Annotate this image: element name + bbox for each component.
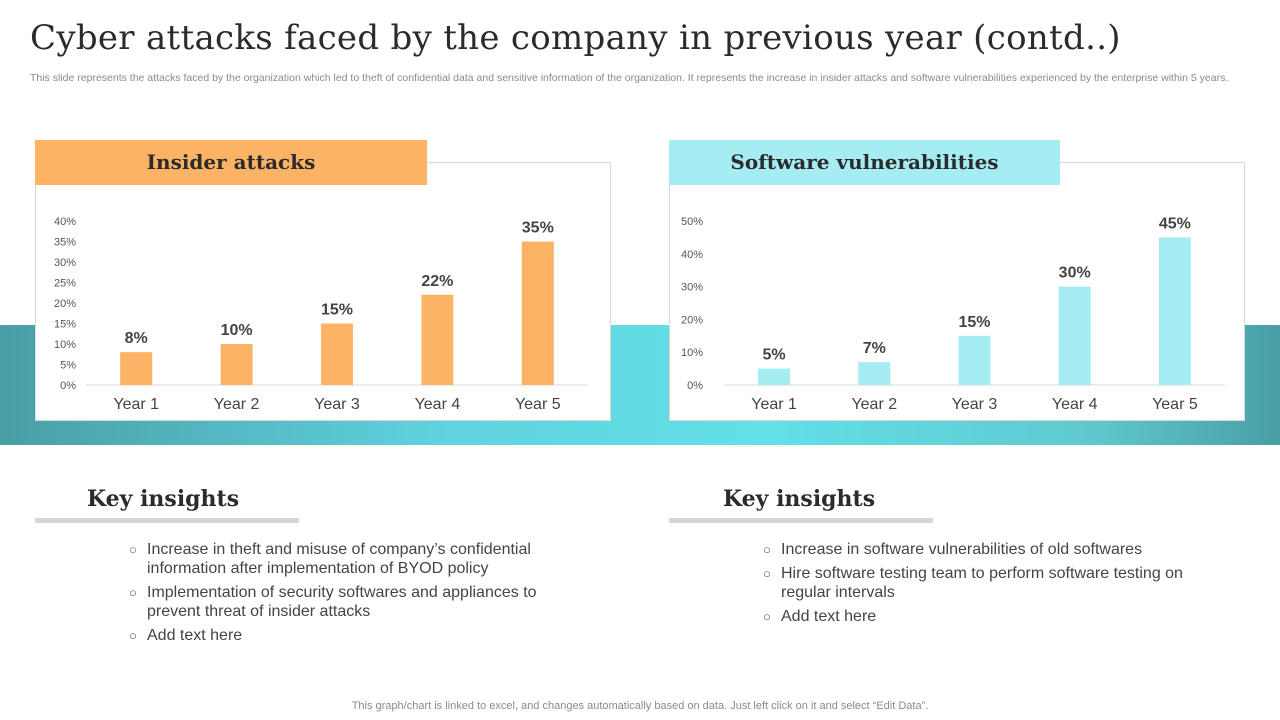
insider-attacks-chart-title: Insider attacks	[35, 140, 427, 185]
y-tick-label: 40%	[681, 249, 703, 261]
circle-bullet-icon: ○	[763, 542, 771, 557]
insight-item: ○ Implementation of security softwares an…	[129, 583, 549, 621]
data-label: 22%	[421, 273, 453, 290]
footer-note: This graph/chart is linked to excel, and…	[351, 700, 929, 712]
data-label: 45%	[1159, 215, 1191, 232]
y-tick-label: 20%	[681, 314, 703, 326]
page-title: Cyber attacks faced by the company in pr…	[30, 18, 1121, 58]
bar-year-3[interactable]	[321, 323, 353, 386]
bar-year-4[interactable]	[421, 294, 454, 385]
insight-item: ○ Add text here	[763, 607, 1193, 626]
key-insights-list-left: ○ Increase in theft and misuse of company…	[129, 540, 549, 650]
x-tick-label: Year 5	[1152, 396, 1198, 413]
y-tick-label: 5%	[60, 360, 76, 372]
y-tick-label: 30%	[54, 257, 76, 269]
key-insights-divider-right	[669, 518, 933, 523]
insider-attacks-chart[interactable]: 0% 5% 10% 15% 20% 25% 30% 35% 40% 8% Year 1 10% Year…	[36, 163, 612, 422]
data-label: 30%	[1059, 265, 1091, 282]
bar-year-1[interactable]	[758, 368, 791, 385]
x-tick-label: Year 4	[1052, 396, 1098, 413]
insight-text: Implementation of security softwares and…	[147, 584, 537, 620]
bar-year-4[interactable]	[1058, 286, 1091, 385]
y-tick-label: 25%	[54, 278, 76, 290]
circle-bullet-icon: ○	[129, 542, 137, 557]
x-tick-label: Year 3	[952, 396, 998, 413]
insight-item: ○ Hire software testing team to perform s…	[763, 564, 1193, 602]
x-tick-label: Year 3	[314, 396, 360, 413]
y-tick-label: 50%	[681, 216, 703, 228]
software-vulnerabilities-chart[interactable]: 0% 10% 20% 30% 40% 50% 5% Year 1 7% Year 2 15% Year…	[670, 163, 1246, 422]
data-label: 7%	[863, 340, 886, 357]
insight-text: Add text here	[147, 627, 243, 644]
bar-year-2[interactable]	[858, 362, 891, 385]
key-insights-title-right: Key insights	[723, 486, 876, 512]
circle-bullet-icon: ○	[129, 585, 137, 600]
y-tick-label: 0%	[60, 380, 76, 392]
data-label: 15%	[958, 314, 990, 331]
x-tick-label: Year 4	[415, 396, 461, 413]
insight-item: ○ Increase in software vulnerabilities of…	[763, 540, 1193, 559]
circle-bullet-icon: ○	[129, 628, 137, 643]
bar-year-3[interactable]	[958, 335, 991, 385]
insight-item: ○ Add text here	[129, 626, 549, 645]
key-insights-list-right: ○ Increase in software vulnerabilities of…	[763, 540, 1193, 631]
y-tick-label: 40%	[54, 216, 76, 228]
data-label: 5%	[763, 347, 786, 364]
data-label: 35%	[522, 220, 554, 237]
bar-year-1[interactable]	[120, 352, 153, 385]
bar-year-5[interactable]	[1158, 237, 1191, 385]
bar-year-5[interactable]	[521, 241, 554, 386]
y-tick-label: 0%	[687, 380, 703, 392]
y-tick-label: 10%	[681, 347, 703, 359]
y-tick-label: 30%	[681, 282, 703, 294]
x-tick-label: Year 1	[113, 396, 159, 413]
insight-item: ○ Increase in theft and misuse of company…	[129, 540, 549, 578]
key-insights-divider-left	[35, 518, 299, 523]
insight-text: Increase in theft and misuse of company’…	[147, 541, 531, 577]
circle-bullet-icon: ○	[763, 609, 771, 624]
y-tick-label: 20%	[54, 298, 76, 310]
page-subtitle: This slide represents the attacks faced …	[30, 72, 1229, 84]
data-label: 10%	[221, 322, 253, 339]
data-label: 8%	[125, 330, 148, 347]
insider-attacks-chart-panel[interactable]: 0% 5% 10% 15% 20% 25% 30% 35% 40% 8% Year 1 10% Year…	[35, 162, 611, 421]
insight-text: Increase in software vulnerabilities of …	[781, 541, 1143, 558]
data-label: 15%	[321, 302, 353, 319]
circle-bullet-icon: ○	[763, 566, 771, 581]
insight-text: Hire software testing team to perform so…	[781, 565, 1183, 601]
software-vulnerabilities-chart-title: Software vulnerabilities	[669, 140, 1060, 185]
x-tick-label: Year 5	[515, 396, 561, 413]
x-tick-label: Year 2	[214, 396, 260, 413]
insight-text: Add text here	[781, 608, 877, 625]
y-tick-label: 35%	[54, 237, 76, 249]
software-vulnerabilities-chart-panel[interactable]: 0% 10% 20% 30% 40% 50% 5% Year 1 7% Year 2 15% Year…	[669, 162, 1245, 421]
x-tick-label: Year 2	[851, 396, 897, 413]
y-tick-label: 10%	[54, 339, 76, 351]
y-tick-label: 15%	[54, 319, 76, 331]
x-tick-label: Year 1	[751, 396, 797, 413]
key-insights-title-left: Key insights	[87, 486, 240, 512]
bar-year-2[interactable]	[220, 344, 253, 385]
